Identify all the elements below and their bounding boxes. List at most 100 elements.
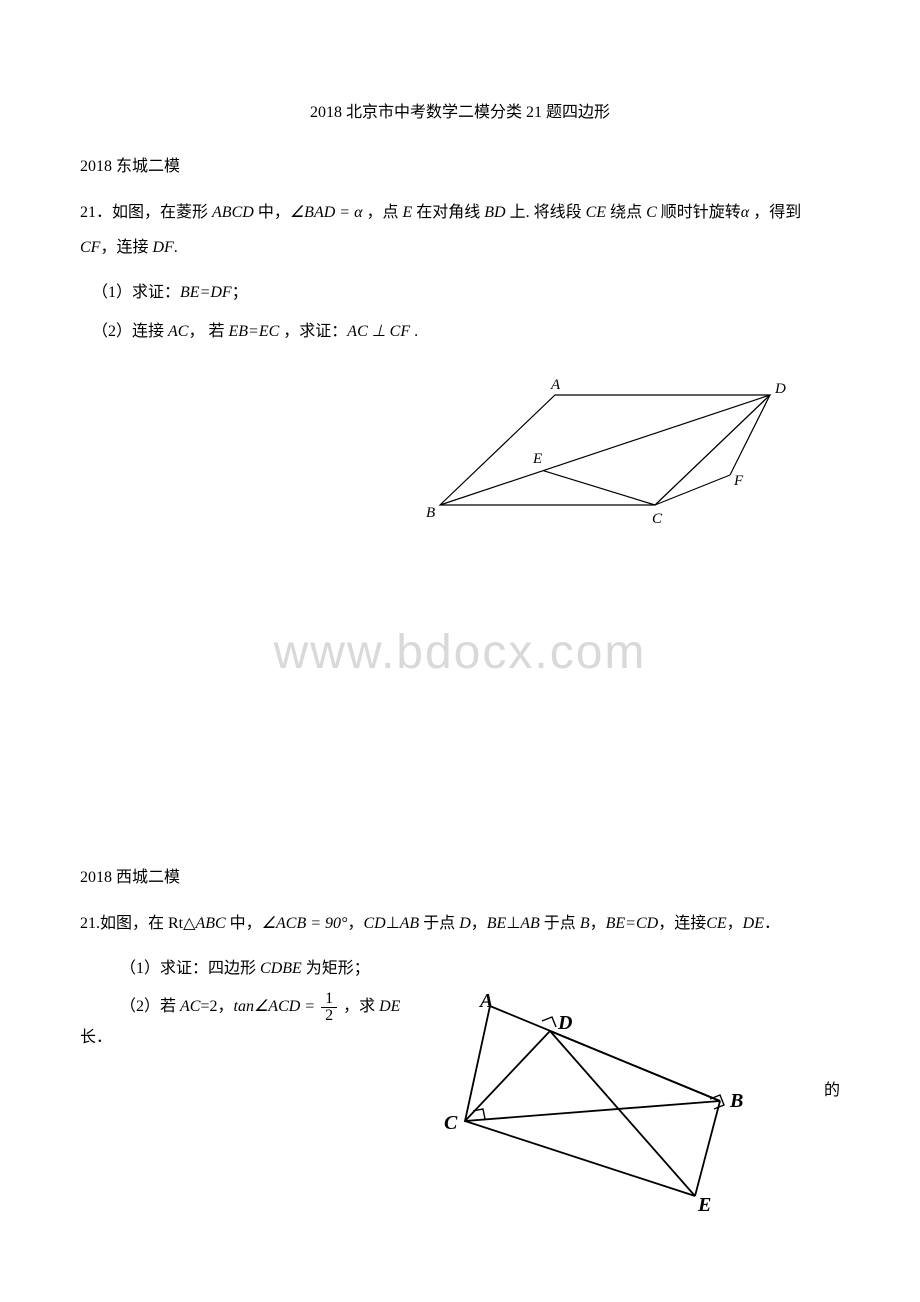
p1-s2b: ， 若 xyxy=(188,323,228,340)
p1-angle: ∠BAD = α xyxy=(290,204,363,221)
line-db2 xyxy=(550,1031,720,1101)
label-F: F xyxy=(733,473,744,489)
line-bd xyxy=(440,395,770,505)
p1-t10: . xyxy=(174,239,178,256)
p2-de: DE xyxy=(743,915,764,932)
p1-s1a: （1）求证： xyxy=(92,284,180,301)
p2-t1: 如图，在 Rt△ xyxy=(100,915,195,932)
p1-sub2: （2）连接 AC， 若 EB=EC ，求证：AC ⊥ CF . xyxy=(92,319,840,345)
right-angle-d xyxy=(542,1017,556,1027)
p1-s2ac: AC xyxy=(168,323,188,340)
p1-CF: CF xyxy=(80,239,100,256)
p2-t2: 中， xyxy=(226,915,262,932)
p2-s2b: =2， xyxy=(200,998,233,1015)
p1-CE: CE xyxy=(586,204,606,221)
p1-t9: ，连接 xyxy=(100,239,152,256)
p1-s2d: . xyxy=(410,323,418,340)
p2-t7: ， xyxy=(590,915,606,932)
label-E2: E xyxy=(697,1194,711,1216)
p2-t9: ， xyxy=(727,915,743,932)
p2-perp1: ⊥ xyxy=(386,915,400,932)
p1-BD: BD xyxy=(484,204,505,221)
p2-b: B xyxy=(580,915,590,932)
page-title: 2018 北京市中考数学二模分类 21 题四边形 xyxy=(80,100,840,126)
p1-t8: ，得到 xyxy=(749,204,801,221)
p2-ce2: CE xyxy=(706,915,726,932)
p2-stem: 21.如图，在 Rt△ABC 中，∠ACB = 90°，CD⊥AB 于点 D，B… xyxy=(80,906,840,941)
p2-sub1: （1）求证：四边形 CDBE 为矩形； xyxy=(120,956,840,982)
p1-s1b: BE=DF xyxy=(180,284,232,301)
p2-t10: ． xyxy=(764,915,780,932)
p2-ab2: AB xyxy=(520,915,540,932)
p1-stem: 21．如图，在菱形 ABCD 中，∠BAD = α ，点 E 在对角线 BD 上… xyxy=(80,195,840,265)
p2-num: 21. xyxy=(80,915,100,932)
p2-ab1: AB xyxy=(400,915,420,932)
p2-s2c: ，求 xyxy=(339,998,379,1015)
p2-cd: CD xyxy=(363,915,385,932)
p1-alpha: α xyxy=(741,204,749,221)
p2-s2e: 长． xyxy=(80,1029,112,1046)
p1-t1: 如图，在菱形 xyxy=(112,204,212,221)
label-D: D xyxy=(774,381,786,397)
label-E: E xyxy=(532,451,542,467)
p2-s2a: （2）若 xyxy=(120,998,180,1015)
p2-t3: ， xyxy=(347,915,363,932)
line-cd2 xyxy=(465,1031,550,1121)
p2-figure: A D C B E xyxy=(420,991,780,1221)
p2-s1a: （1）求证：四边形 xyxy=(120,960,260,977)
line-cf xyxy=(655,475,730,505)
p1-t6: 绕点 xyxy=(606,204,646,221)
p2-right-char: 的 xyxy=(824,1078,840,1104)
spacer xyxy=(80,575,840,855)
p2-abc: ABC xyxy=(195,915,225,932)
label-C: C xyxy=(652,511,663,527)
p1-s2c: ，求证： xyxy=(279,323,347,340)
p1-C: C xyxy=(646,204,657,221)
p2-perp2: ⊥ xyxy=(506,915,520,932)
p1-E: E xyxy=(402,204,412,221)
label-D2: D xyxy=(557,1012,572,1034)
p1-s2perp: AC ⊥ CF xyxy=(347,323,410,340)
label-B: B xyxy=(426,505,435,521)
p2-t5: ， xyxy=(471,915,487,932)
p2-be: BE xyxy=(487,915,507,932)
p2-s1b: CDBE xyxy=(260,960,302,977)
p1-DF: DF xyxy=(152,239,173,256)
p1-t2: 中， xyxy=(254,204,290,221)
p1-s2ebec: EB=EC xyxy=(228,323,279,340)
line-ce3 xyxy=(465,1121,695,1196)
p2-s1c: 为矩形； xyxy=(302,960,370,977)
line-be2 xyxy=(695,1101,720,1196)
label-A2: A xyxy=(478,991,493,1012)
p2-header: 2018 西城二模 xyxy=(80,865,840,891)
right-angle-c xyxy=(473,1109,485,1119)
p1-header: 2018 东城二模 xyxy=(80,154,840,180)
p2-frac-num: 1 xyxy=(321,991,337,1008)
line-cd xyxy=(655,395,770,505)
p2-s2tan: tan∠ACD = xyxy=(234,998,320,1015)
p1-s1c: ； xyxy=(232,284,248,301)
p1-abcd: ABCD xyxy=(212,204,254,221)
p1-figure: A B C D E F xyxy=(420,375,800,545)
p2-s2de: DE xyxy=(379,998,400,1015)
line-df xyxy=(730,395,770,475)
p1-t5: 上. 将线段 xyxy=(506,204,586,221)
p1-s2a: （2）连接 xyxy=(92,323,168,340)
p1-t7: 顺时针旋转 xyxy=(657,204,741,221)
p2-frac: 12 xyxy=(321,991,337,1024)
p2-sub2-wrapper: （2）若 AC=2，tan∠ACD = 12 ，求 DE 长． A D C B … xyxy=(80,991,840,1201)
p2-angle: ∠ACB = 90° xyxy=(262,915,348,932)
line-ce xyxy=(543,470,655,504)
p2-frac-den: 2 xyxy=(321,1008,337,1024)
label-B2: B xyxy=(729,1090,743,1112)
label-C2: C xyxy=(444,1112,458,1134)
p2-t6: 于点 xyxy=(540,915,580,932)
label-A: A xyxy=(550,377,561,393)
p2-t4: 于点 xyxy=(419,915,459,932)
p2-s2ac: AC xyxy=(180,998,200,1015)
p2-beeq: BE=CD xyxy=(606,915,659,932)
triangle-acb xyxy=(465,1006,720,1121)
p1-sub1: （1）求证：BE=DF； xyxy=(92,280,840,306)
p1-t3: ，点 xyxy=(362,204,402,221)
p1-t4: 在对角线 xyxy=(412,204,484,221)
